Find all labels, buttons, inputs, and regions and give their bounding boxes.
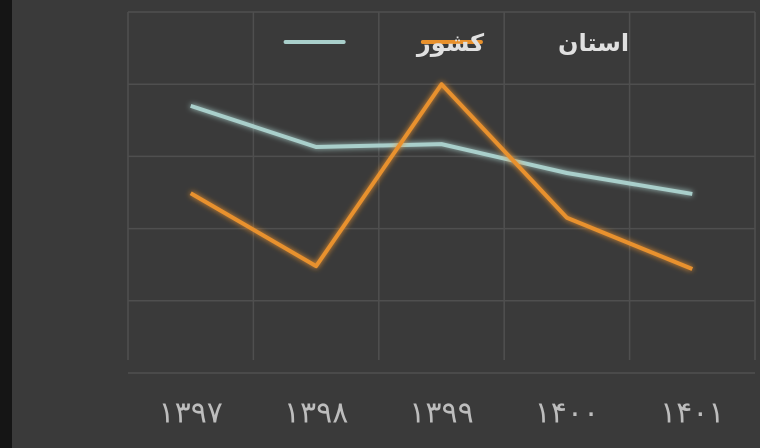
series-line bbox=[189, 82, 694, 271]
legend-label: استان bbox=[558, 29, 629, 57]
x-tick-label: ۱۴۰۱ bbox=[660, 396, 724, 431]
x-tick-label: ۱۴۰۰ bbox=[535, 396, 599, 431]
x-tick-label: ۱۳۹۷ bbox=[158, 396, 222, 431]
x-tick-label: ۱۳۹۹ bbox=[409, 396, 473, 431]
left-edge bbox=[0, 0, 12, 448]
series-line bbox=[190, 103, 693, 196]
background bbox=[12, 0, 760, 448]
x-tick-label: ۱۳۹۸ bbox=[284, 396, 348, 431]
legend-label: کشور bbox=[416, 29, 484, 57]
